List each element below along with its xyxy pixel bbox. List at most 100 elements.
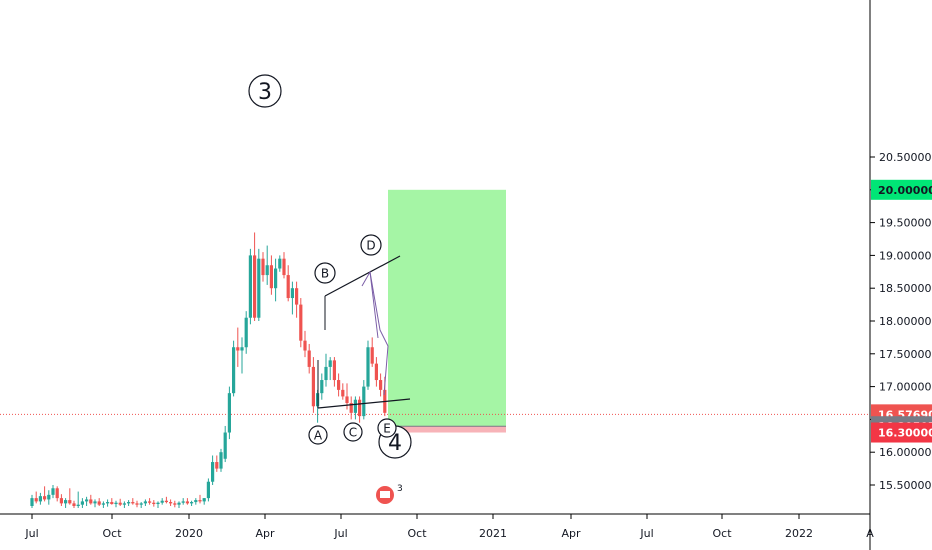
candle [278,255,282,272]
wave-label-d: D [360,234,382,256]
x-tick-label: Apr [561,527,581,540]
candle-body [202,498,206,502]
x-tick-label: Oct [712,527,732,540]
wave-label-e: E [377,418,397,438]
candle [131,498,135,505]
triangle-upper-line[interactable] [324,255,401,297]
x-tick-label: 2020 [175,527,203,540]
candle [169,499,173,506]
candle [185,498,189,505]
wave-labels: 3 4 A B C D E [248,74,412,459]
candle [143,499,147,506]
candle [127,500,131,506]
candle-body [93,501,97,504]
candle-body [148,501,152,503]
wave-label-a-text: A [314,428,323,442]
loss-zone-rect[interactable] [388,426,506,433]
candle-body [341,389,345,397]
y-axis[interactable]: 15.5000016.0000016.5000017.0000017.50000… [869,0,932,550]
price-label-text: 20.00000 [878,184,932,197]
wave-d-path [361,270,379,339]
candle [341,383,345,400]
candle-body [68,500,72,504]
candle-body [194,500,198,503]
candle-body [219,452,223,469]
candle-body [47,494,51,500]
candle-body [43,496,47,500]
candle-body [160,500,164,503]
candle-body [152,502,156,505]
candle [353,396,357,420]
candle [55,486,59,502]
candle [194,498,198,505]
wave-label-b: B [314,262,336,284]
candle-body [282,258,286,276]
candle-body [303,340,307,351]
candle-body [173,503,177,505]
y-tick-label: 17.00000 [879,381,932,394]
candle [257,248,261,321]
x-tick-label: 2022 [785,527,813,540]
x-axis[interactable]: JulOct2020AprJulOct2021AprJulOct2022A [0,513,874,540]
candle [152,500,156,507]
candle [206,478,210,502]
y-tick-label: 15.50000 [879,479,932,492]
candle-body [261,258,265,276]
y-tick-label: 18.50000 [879,282,932,295]
candle [164,496,168,504]
wave-label-c: C [343,422,363,442]
candle [240,337,244,374]
candle-body [185,501,189,504]
y-tick-label: 16.00000 [879,446,932,459]
y-tick-label: 19.50000 [879,217,932,230]
profit-target-zone[interactable] [0,189,870,433]
x-tick-label: Oct [407,527,427,540]
candle [337,373,341,397]
candle [198,494,202,504]
candle [324,353,328,387]
candle [370,337,374,367]
candle-body [358,399,362,417]
candle-body [232,347,236,394]
candle-body [114,502,118,505]
price-label: 16.30000 [871,422,932,443]
logo-flag [380,491,390,498]
candle-body [198,500,202,502]
candle-body [337,380,341,390]
candle [76,491,80,508]
candlestick-series [30,232,387,508]
candle [248,248,252,325]
candle-body [353,399,357,413]
price-label-bg [871,422,932,443]
x-tick-label: Oct [102,527,122,540]
candle [253,232,257,321]
candle-body [30,498,34,506]
triangle-lower-line[interactable] [317,398,411,409]
wave-drawings[interactable] [317,255,411,409]
wave-label-c-text: C [349,425,357,439]
candle [223,425,227,463]
candle [303,330,307,358]
candle [290,281,294,315]
candle [51,485,55,499]
candle-body [366,347,370,387]
candle-body [89,499,93,504]
candle-body [274,268,278,289]
candle [139,502,143,508]
profit-zone-rect[interactable] [388,189,506,427]
candle-body [101,503,105,505]
wave-e-path [369,271,389,396]
candle-body [51,488,55,495]
candle-body [236,347,240,351]
candle [135,500,139,508]
candle-body [164,500,168,503]
candle-body [190,502,194,504]
candle [295,281,299,318]
candle [349,396,353,420]
candle-body [122,503,126,505]
candle [307,343,311,374]
candle [244,311,248,354]
candle [232,340,236,397]
